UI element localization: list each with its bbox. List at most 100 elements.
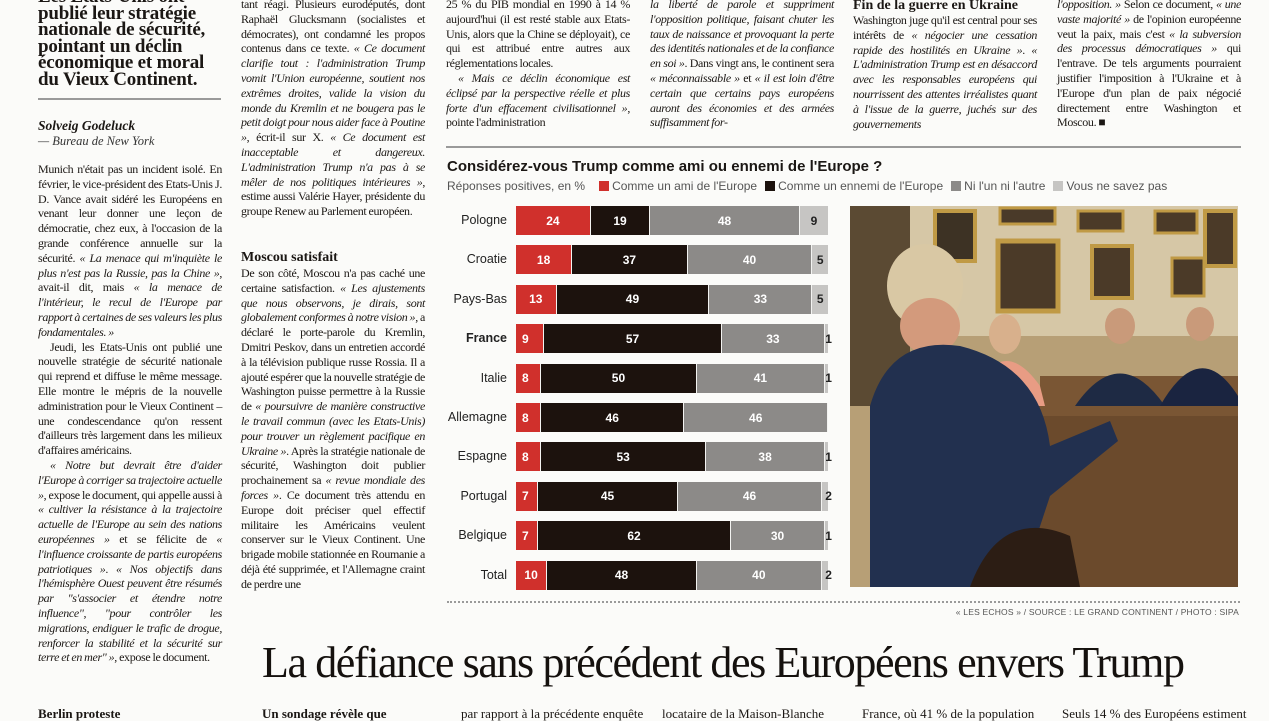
quote-text: « revue mondiale des forces » <box>241 473 425 502</box>
article-column-2: tant réagi. Plusieurs eurodéputés, dont … <box>241 0 425 219</box>
data-label: 46 <box>749 410 763 425</box>
data-label: 38 <box>758 449 772 464</box>
quote-text: « l'influence croissante de partis europ… <box>38 531 222 576</box>
category-label: Pologne <box>461 213 507 227</box>
body-text: , a déclaré le porte-parole du Kremlin, … <box>241 310 426 414</box>
article-column-2b: De son côté, Moscou n'a pas caché une ce… <box>241 266 425 592</box>
bar-segment: 10 <box>516 560 548 590</box>
bar-segment: 30 <box>731 521 825 551</box>
bar-segment: 5 <box>812 245 828 275</box>
bar-segment: 53 <box>540 442 707 472</box>
data-label: 62 <box>627 528 641 543</box>
article-column-3: 25 % du PIB mondial en 1990 à 14 % aujou… <box>446 0 630 130</box>
category-label: Portugal <box>460 488 507 503</box>
column-5-bottom-text: France, où 41 % de la population <box>862 706 1035 721</box>
body-text: tant réagi. Plusieurs eurodéputés, dont … <box>241 0 425 56</box>
legend-swatch <box>1053 181 1064 191</box>
column-4-bottom-text: locataire de la Maison-Blanche <box>662 706 825 721</box>
body-text: et se félicite de <box>109 531 217 546</box>
data-label: 33 <box>766 331 780 346</box>
subhead-moscou: Moscou satisfait <box>241 250 338 265</box>
body-text: , pointe l'administration <box>446 100 630 130</box>
quote-text: « Notre but devrait être d'aider l'Europ… <box>38 457 222 502</box>
quote-text: « Ce document est inacceptable et danger… <box>241 130 425 189</box>
data-label: 9 <box>810 213 818 228</box>
chart-top-rule <box>446 146 1241 148</box>
article-column-1: Munich n'était pas un incident isolé. En… <box>38 162 222 665</box>
bar-segment: 7 <box>516 481 538 511</box>
bar-segment: 13 <box>516 284 557 314</box>
legend-label: Vous ne savez pas <box>1066 179 1168 193</box>
bar-segment: 57 <box>544 324 722 354</box>
photo-illustration <box>850 206 1238 587</box>
data-label: 10 <box>524 568 538 583</box>
bar-segment: 37 <box>572 245 688 275</box>
paragraph: tant réagi. Plusieurs eurodéputés, dont … <box>241 0 425 219</box>
body-text: Munich n'était pas un incident isolé. En… <box>38 162 222 265</box>
bar-segment: 33 <box>721 324 825 354</box>
data-label: 46 <box>742 489 757 504</box>
data-label: 8 <box>522 371 529 386</box>
article-column-4: la liberté de parole et suppriment l'opp… <box>650 0 834 130</box>
legend-swatch <box>599 181 610 191</box>
bar-segment: 8 <box>516 442 541 472</box>
body-text: . <box>105 561 117 576</box>
paragraph: Jeudi, les Etats-Unis ont publié une nou… <box>38 340 222 458</box>
legend-item: Vous ne savez pas <box>1053 179 1167 193</box>
article-column-6: l'opposition. » Selon ce document, « une… <box>1057 0 1241 130</box>
legend-label: Comme un ennemi de l'Europe <box>778 179 944 193</box>
bar-segment: 33 <box>709 284 813 314</box>
data-label: 40 <box>752 568 766 583</box>
body-text: et <box>739 70 755 85</box>
body-text: , écrit-il sur X. <box>246 130 331 145</box>
category-label: Total <box>480 567 507 582</box>
photo-credit: « LES ECHOS » / SOURCE : LE GRAND CONTIN… <box>955 607 1239 617</box>
bar-segment: 7 <box>516 521 538 551</box>
data-label: 46 <box>605 410 619 425</box>
author-bureau: — Bureau de New York <box>38 134 155 148</box>
bar-segment: 5 <box>812 284 828 314</box>
bar-segment: 46 <box>678 481 822 511</box>
data-label: 24 <box>546 213 560 228</box>
paragraph: 25 % du PIB mondial en 1990 à 14 % aujou… <box>446 0 630 71</box>
data-label: 40 <box>742 252 757 267</box>
body-text: , expose le document, qui appelle aussi … <box>43 487 223 502</box>
subhead-berlin: Berlin proteste <box>38 706 121 721</box>
data-label: 57 <box>625 331 640 346</box>
column-3-bottom-text: par rapport à la précédente enquête <box>461 706 644 721</box>
data-label: 19 <box>613 213 627 228</box>
data-label: 2 <box>825 489 832 504</box>
legend-swatch <box>951 181 962 191</box>
data-label: 37 <box>622 252 637 267</box>
bar-segment: 9 <box>799 206 828 235</box>
category-label: Italie <box>480 370 507 385</box>
author-name: Solveig Godeluck <box>38 118 136 133</box>
data-label: 33 <box>753 292 768 307</box>
quote-text: l'opposition. » <box>1057 0 1121 11</box>
legend-swatch <box>765 181 776 191</box>
quote-text: « la menace de l'intérieur, le recul de … <box>38 280 223 339</box>
data-label: 48 <box>717 213 732 228</box>
data-label: 18 <box>536 252 551 267</box>
body-text: . Après la stratégie nationale de sécuri… <box>241 443 425 488</box>
legend-item: Comme un ennemi de l'Europe <box>765 179 943 193</box>
quote-text: « poursuivre de manière constructive le … <box>241 399 425 458</box>
chart-legend: Réponses positives, en % Comme un ami de… <box>447 179 1167 193</box>
bar-segment: 49 <box>556 284 710 314</box>
quote-text: « Mais ce déclin économique est éclipsé … <box>446 70 630 115</box>
divider <box>38 98 221 100</box>
data-label: 5 <box>816 292 824 307</box>
article-lede: Les Etats-Unis ont publié leur stratégie… <box>38 0 206 90</box>
body-text: , estime aussi Valérie Hayer, présidente… <box>241 174 425 219</box>
data-label: 1 <box>825 528 832 543</box>
data-label: 45 <box>600 489 615 504</box>
category-label: Belgique <box>458 528 507 543</box>
paragraph: Washington juge qu'il est central pour s… <box>853 13 1037 131</box>
data-label: 7 <box>522 489 529 504</box>
article-column-5: Washington juge qu'il est central pour s… <box>853 13 1037 131</box>
article-headline: La défiance sans précédent des Européens… <box>262 638 1185 687</box>
quote-text: « Nos objectifs dans l'hémisphère Ouest … <box>38 561 222 665</box>
body-text: , expose le document. <box>114 650 210 665</box>
paragraph: De son côté, Moscou n'a pas caché une ce… <box>241 266 425 592</box>
column-6-bottom-text: Seuls 14 % des Européens estiment <box>1062 706 1247 721</box>
